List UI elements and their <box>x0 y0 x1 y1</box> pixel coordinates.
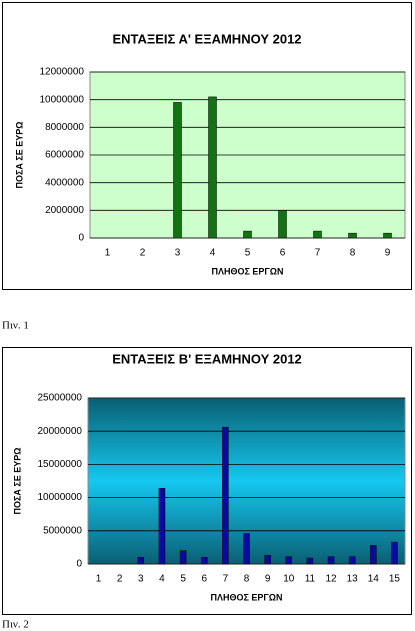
chart-title: ΕΝΤΑΞΕΙΣ Α' ΕΞΑΜΗΝΟΥ 2012 <box>112 31 301 46</box>
x-tick-label: 12 <box>325 574 337 585</box>
bar <box>173 102 182 239</box>
y-tick-label: 0 <box>78 233 84 244</box>
bar <box>278 210 287 239</box>
bar <box>313 230 322 239</box>
x-tick-label: 11 <box>305 574 316 585</box>
bar <box>285 556 293 565</box>
y-tick-label: 10000000 <box>40 94 85 105</box>
caption: Πιν. 1 <box>2 320 29 332</box>
x-tick-label: 8 <box>244 574 250 585</box>
y-tick-label: 2000000 <box>45 205 84 216</box>
chart-title: ΕΝΤΑΞΕΙΣ Β' ΕΞΑΜΗΝΟΥ 2012 <box>112 351 302 366</box>
x-tick-label: 5 <box>245 248 251 259</box>
x-tick-label: 2 <box>140 248 146 259</box>
y-axis-title: ΠΟΣΑ ΣΕ ΕΥΡΩ <box>12 447 22 514</box>
y-tick-label: 8000000 <box>45 122 84 133</box>
x-tick-label: 13 <box>347 574 359 585</box>
y-tick-label: 20000000 <box>38 426 83 437</box>
x-tick-label: 7 <box>315 248 321 259</box>
x-tick-label: 6 <box>280 248 286 259</box>
bar <box>222 426 229 565</box>
bar <box>137 557 145 565</box>
y-tick-label: 12000000 <box>40 67 85 78</box>
x-axis-title: ΠΛΗΘΟΣ ΕΡΓΩΝ <box>211 266 283 276</box>
bar <box>306 557 314 565</box>
x-tick-label: 15 <box>389 574 401 585</box>
bar <box>179 550 187 565</box>
y-tick-label: 4000000 <box>45 177 84 188</box>
x-tick-label: 3 <box>138 574 144 585</box>
x-tick-label: 9 <box>385 248 391 259</box>
y-tick-label: 15000000 <box>38 459 83 470</box>
x-tick-label: 4 <box>159 574 165 585</box>
y-tick-label: 6000000 <box>45 150 84 161</box>
x-tick-label: 1 <box>105 248 111 259</box>
bar <box>200 557 208 565</box>
bar <box>264 555 271 565</box>
x-tick-label: 4 <box>210 248 216 259</box>
y-axis-title: ΠΟΣΑ ΣΕ ΕΥΡΩ <box>14 121 24 188</box>
x-tick-label: 14 <box>368 574 380 585</box>
x-tick-label: 10 <box>283 574 295 585</box>
x-axis-title: ΠΛΗΘΟΣ ΕΡΓΩΝ <box>210 592 282 602</box>
x-tick-label: 1 <box>96 574 102 585</box>
bar <box>208 96 217 239</box>
x-tick-label: 9 <box>265 574 271 585</box>
y-tick-label: 5000000 <box>43 525 82 536</box>
x-tick-label: 2 <box>117 574 123 585</box>
bar <box>243 230 252 239</box>
x-tick-label: 7 <box>223 574 229 585</box>
bar <box>383 232 392 239</box>
caption: Πιν. 2 <box>2 619 29 631</box>
x-tick-label: 6 <box>201 574 207 585</box>
y-tick-label: 0 <box>76 559 82 570</box>
bar <box>391 541 398 565</box>
x-tick-label: 5 <box>180 574 186 585</box>
bar <box>243 533 250 565</box>
x-tick-label: 3 <box>175 248 181 259</box>
bar <box>327 556 335 565</box>
bar <box>158 488 166 565</box>
bar <box>348 232 357 239</box>
y-tick-label: 10000000 <box>38 492 83 503</box>
x-tick-label: 8 <box>350 248 356 259</box>
bar <box>348 556 356 565</box>
bar <box>370 545 377 565</box>
y-tick-label: 25000000 <box>38 393 83 404</box>
